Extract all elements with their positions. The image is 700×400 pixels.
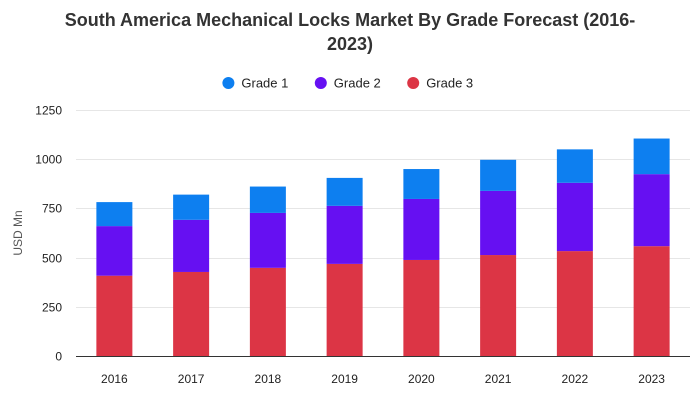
bar-grade-2 [633,174,670,247]
y-axis-title: USD Mn [11,210,25,255]
bar-grade-1 [403,169,440,199]
bar-grade-1 [249,186,286,213]
bar-stack [403,169,440,356]
x-tick-label: 2016 [101,372,128,386]
bar-grade-2 [480,190,517,256]
bar-grade-3 [633,246,670,356]
bar-stack [96,202,133,356]
bar-grade-3 [326,263,363,356]
chart-title-line-2: 2023) [326,34,374,54]
bar-grade-3 [249,267,286,356]
x-axis: 2016 2017 2018 2019 2020 2021 2022 2023 [76,356,690,386]
bar-grade-3 [173,271,210,356]
chart-title: South America Mechanical Locks Market By… [0,8,700,56]
y-tick-label: 750 [42,202,62,216]
x-tick-label: 2019 [331,372,358,386]
bar-grade-1 [556,149,593,183]
bar-stack [480,159,517,356]
bar-stack [556,149,593,356]
bar-grade-2 [403,198,440,260]
bar-grade-2 [326,205,363,264]
bar-grade-2 [556,182,593,252]
x-tick-label: 2017 [178,372,205,386]
bar-grade-3 [403,259,440,356]
legend-item-grade-1: Grade 1 [222,76,288,91]
bars [96,138,670,356]
bar-grade-1 [633,138,670,175]
bar-stack [249,186,286,356]
bar-stack [173,194,210,356]
bar-grade-1 [173,194,210,220]
x-tick-label: 2018 [255,372,282,386]
legend-label: Grade 2 [334,76,381,91]
y-tick-label: 0 [55,350,62,364]
y-tick-label: 500 [42,252,62,266]
bar-grade-1 [480,159,517,191]
chart-title-line-1: South America Mechanical Locks Market By… [64,10,636,30]
bar-grade-1 [96,202,133,227]
legend-label: Grade 1 [241,76,288,91]
legend-item-grade-2: Grade 2 [314,76,381,91]
legend: Grade 1 Grade 2 Grade 3 [222,76,473,91]
x-tick-label: 2023 [638,372,665,386]
legend-item-grade-3: Grade 3 [407,76,473,91]
legend-swatch [314,77,327,89]
legend-label: Grade 3 [426,76,473,91]
y-axis: USD Mn 0 250 500 750 1000 1250 [11,104,62,364]
x-tick-label: 2020 [408,372,435,386]
y-tick-label: 1000 [35,153,62,167]
bar-stack [633,138,670,356]
x-tick-label: 2021 [485,372,512,386]
y-tick-label: 250 [42,301,62,315]
bar-grade-2 [173,219,210,272]
x-tick-label: 2022 [562,372,589,386]
legend-swatch [407,77,420,89]
bar-grade-3 [556,251,593,356]
legend-swatch [222,77,235,89]
bar-grade-3 [480,255,517,356]
gridlines [76,110,690,308]
bar-stack [326,177,363,356]
bar-grade-3 [96,275,133,356]
bar-grade-1 [326,177,363,206]
y-tick-label: 1250 [35,104,62,118]
bar-grade-2 [249,212,286,268]
bar-grade-2 [96,226,133,276]
